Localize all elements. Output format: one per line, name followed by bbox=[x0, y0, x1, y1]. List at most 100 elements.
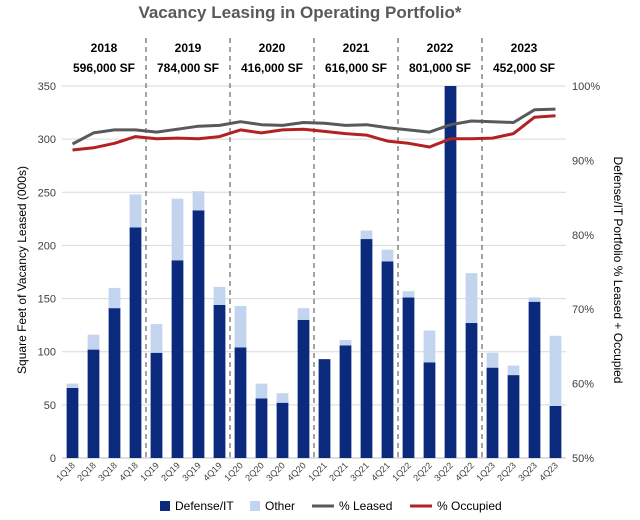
legend-swatch bbox=[160, 501, 170, 511]
bar-defense-it bbox=[276, 402, 289, 458]
bar-other bbox=[402, 291, 415, 298]
x-tick-label: 1Q19 bbox=[138, 460, 161, 483]
y2-tick-label: 80% bbox=[572, 230, 594, 242]
bar-series bbox=[66, 86, 562, 458]
bar-defense-it bbox=[108, 308, 121, 458]
bar-defense-it bbox=[486, 367, 499, 458]
x-tick-label: 3Q19 bbox=[180, 460, 203, 483]
bar-defense-it bbox=[444, 86, 457, 458]
legend: Defense/IT Other % Leased % Occupied bbox=[160, 499, 502, 513]
bar-defense-it bbox=[549, 405, 562, 458]
y2-axis-title: Defense/IT Portfolio % Leased + Occupied bbox=[611, 157, 625, 384]
y-tick-label: 100 bbox=[38, 347, 56, 359]
bar-defense-it bbox=[213, 304, 226, 458]
year-labels: 2018 596,000 SF 2019 784,000 SF 2020 416,000 … bbox=[73, 41, 555, 75]
bar-defense-it bbox=[360, 239, 373, 458]
x-tick-label: 3Q22 bbox=[432, 460, 455, 483]
bar-other bbox=[87, 334, 100, 350]
x-tick-label: 2Q23 bbox=[495, 460, 518, 483]
year-total-label: 416,000 SF bbox=[241, 61, 303, 75]
x-tick-label: 4Q23 bbox=[537, 460, 560, 483]
x-tick-label: 2Q20 bbox=[243, 460, 266, 483]
bar-other bbox=[192, 191, 205, 211]
y-tick-label: 150 bbox=[38, 294, 56, 306]
year-total-label: 596,000 SF bbox=[73, 61, 135, 75]
bar-other bbox=[276, 393, 289, 403]
right-axis: 50% 60% 70% 80% 90% 100% bbox=[572, 81, 600, 465]
year-label: 2018 bbox=[91, 41, 118, 55]
x-tick-label: 1Q18 bbox=[54, 460, 77, 483]
x-tick-label: 4Q21 bbox=[369, 460, 392, 483]
legend-label: % Leased bbox=[339, 499, 392, 513]
x-tick-label: 1Q20 bbox=[222, 460, 245, 483]
bar-other bbox=[465, 273, 478, 324]
bar-defense-it bbox=[528, 301, 541, 458]
bar-defense-it bbox=[129, 227, 142, 458]
bar-defense-it bbox=[507, 375, 520, 458]
bar-other bbox=[528, 297, 541, 302]
bar-other bbox=[423, 330, 436, 363]
year-total-label: 452,000 SF bbox=[493, 61, 555, 75]
bar-defense-it bbox=[192, 210, 205, 458]
legend-label: Defense/IT bbox=[175, 499, 234, 513]
bar-defense-it bbox=[171, 260, 184, 458]
x-tick-label: 3Q21 bbox=[348, 460, 371, 483]
y2-tick-label: 100% bbox=[572, 81, 600, 93]
year-label: 2023 bbox=[511, 41, 538, 55]
x-tick-label: 2Q21 bbox=[327, 460, 350, 483]
y-tick-label: 250 bbox=[38, 187, 56, 199]
x-tick-label: 1Q21 bbox=[306, 460, 329, 483]
y-tick-label: 300 bbox=[38, 134, 56, 146]
bar-other bbox=[507, 365, 520, 376]
year-label: 2021 bbox=[343, 41, 370, 55]
x-tick-label: 3Q18 bbox=[96, 460, 119, 483]
x-tick-label: 3Q23 bbox=[516, 460, 539, 483]
bar-defense-it bbox=[87, 349, 100, 458]
bar-other bbox=[171, 198, 184, 261]
bar-other bbox=[150, 324, 163, 353]
left-axis: 0 50 100 150 200 250 300 350 bbox=[38, 81, 56, 465]
x-tick-label: 4Q19 bbox=[201, 460, 224, 483]
line-series bbox=[71, 107, 556, 152]
bar-defense-it bbox=[234, 347, 247, 458]
bar-defense-it bbox=[66, 387, 79, 458]
bar-defense-it bbox=[150, 352, 163, 458]
year-label: 2022 bbox=[427, 41, 454, 55]
y2-tick-label: 70% bbox=[572, 304, 594, 316]
bar-other bbox=[129, 194, 142, 228]
bar-defense-it bbox=[339, 345, 352, 458]
x-tick-label: 4Q22 bbox=[453, 460, 476, 483]
y-tick-label: 200 bbox=[38, 240, 56, 252]
legend-label: Other bbox=[265, 499, 295, 513]
y2-tick-label: 60% bbox=[572, 379, 594, 391]
bar-other bbox=[297, 308, 310, 320]
x-tick-label: 4Q18 bbox=[117, 460, 140, 483]
bar-other bbox=[213, 286, 226, 305]
y2-tick-label: 50% bbox=[572, 453, 594, 465]
year-total-label: 784,000 SF bbox=[157, 61, 219, 75]
bar-defense-it bbox=[402, 297, 415, 458]
y-tick-label: 350 bbox=[38, 81, 56, 93]
bar-other bbox=[360, 230, 373, 240]
y-tick-label: 50 bbox=[44, 400, 56, 412]
bar-other bbox=[486, 352, 499, 368]
chart-title: Vacancy Leasing in Operating Portfolio* bbox=[138, 3, 461, 22]
year-label: 2020 bbox=[259, 41, 286, 55]
bar-other bbox=[381, 249, 394, 262]
bar-other bbox=[549, 335, 562, 406]
x-tick-label: 2Q18 bbox=[75, 460, 98, 483]
bar-defense-it bbox=[297, 319, 310, 458]
bar-defense-it bbox=[318, 359, 331, 458]
x-axis: 1Q182Q183Q184Q181Q192Q193Q194Q191Q202Q20… bbox=[54, 460, 560, 483]
bar-defense-it bbox=[465, 323, 478, 458]
line--occupied bbox=[72, 114, 556, 152]
x-tick-label: 4Q20 bbox=[285, 460, 308, 483]
year-total-label: 801,000 SF bbox=[409, 61, 471, 75]
bar-defense-it bbox=[423, 362, 436, 458]
bar-defense-it bbox=[255, 398, 268, 458]
x-tick-label: 2Q19 bbox=[159, 460, 182, 483]
legend-label: % Occupied bbox=[437, 499, 502, 513]
y2-tick-label: 90% bbox=[572, 155, 594, 167]
x-tick-label: 3Q20 bbox=[264, 460, 287, 483]
